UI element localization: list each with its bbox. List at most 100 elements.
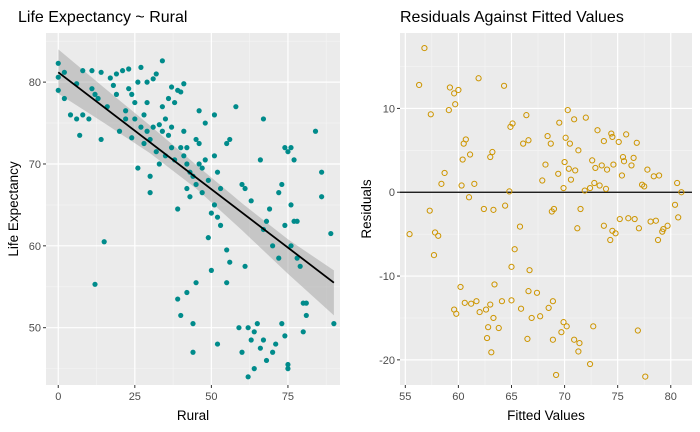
data-point [208,210,214,216]
data-point [187,194,193,200]
data-point [61,69,67,75]
data-point [101,239,107,245]
residual-point [544,132,551,140]
right-y-ticks: -20 -10 0 10 [379,103,400,367]
residual-point [528,314,535,322]
data-point [138,64,144,70]
data-point [199,165,205,171]
residual-point [610,161,617,168]
data-point [242,185,248,192]
residual-point [586,184,594,192]
data-point [89,68,95,74]
residual-point [600,222,607,229]
data-point [196,140,202,147]
residual-point [452,101,459,108]
data-point [285,361,291,368]
data-point [74,116,80,122]
residual-point [552,371,560,379]
data-point [150,124,156,130]
data-point [288,202,294,208]
right-scatter-points [406,44,685,380]
data-point [181,128,187,134]
data-point [300,329,306,335]
data-point [276,255,282,261]
residual-point [438,180,445,187]
residual-point [608,130,615,137]
data-point [55,87,61,93]
residual-point [581,187,588,194]
data-point [184,185,190,192]
data-point [181,153,187,159]
x-tick-label: 65 [505,391,517,403]
left-plot-panel [46,33,340,385]
data-point [214,169,221,175]
data-point [276,190,282,196]
y-tick-label: 0 [389,187,395,199]
data-point [294,255,300,261]
data-point [178,145,184,151]
residual-point [591,179,598,187]
residual-point [488,349,495,356]
residual-point [516,223,524,230]
residual-point [533,289,541,296]
data-point [202,157,208,163]
left-x-axis-label: Rural [177,408,209,423]
residual-point [596,182,603,189]
y-tick-label: 60 [29,241,41,253]
data-point [107,75,113,81]
data-point [159,104,165,110]
x-tick-label: 0 [55,391,61,403]
residual-point [445,107,452,114]
data-point [214,214,221,220]
data-point [245,374,251,380]
residual-point [634,327,641,334]
residual-point [549,336,557,343]
residual-point [589,157,596,164]
data-point [312,128,319,134]
data-point [193,136,199,143]
data-point [279,321,285,327]
data-point [144,79,150,85]
residual-point [524,335,531,343]
data-point [135,165,141,171]
data-point [248,337,254,343]
data-point [67,112,74,118]
residual-point [625,215,632,222]
data-point [245,325,251,331]
residual-point [602,185,610,192]
residual-point [471,180,478,187]
data-point [260,116,267,122]
residual-point [421,44,428,52]
left-regression-line [57,71,335,284]
residual-point [555,170,562,177]
data-point [184,145,190,151]
data-point [193,280,199,286]
residual-point [523,112,530,119]
data-point [199,190,205,196]
residual-point [482,306,490,313]
residual-point [592,164,599,172]
residual-point [480,205,487,213]
data-point [270,349,276,355]
residual-point [642,373,649,380]
data-point [184,161,190,167]
residual-point [577,205,584,213]
data-point [165,132,172,138]
residual-point [511,246,518,253]
data-point [144,99,150,106]
data-point [196,108,202,114]
right-gridlines [400,33,692,385]
data-point [239,349,245,355]
data-point [297,263,303,269]
residual-point [660,226,667,233]
data-point [263,218,270,224]
residual-point [561,158,568,166]
residual-point [490,314,497,322]
residual-point [446,84,454,91]
data-point [175,296,181,302]
residual-point [476,308,483,316]
residual-point [545,304,552,311]
data-point [113,91,120,97]
data-point [95,95,101,102]
